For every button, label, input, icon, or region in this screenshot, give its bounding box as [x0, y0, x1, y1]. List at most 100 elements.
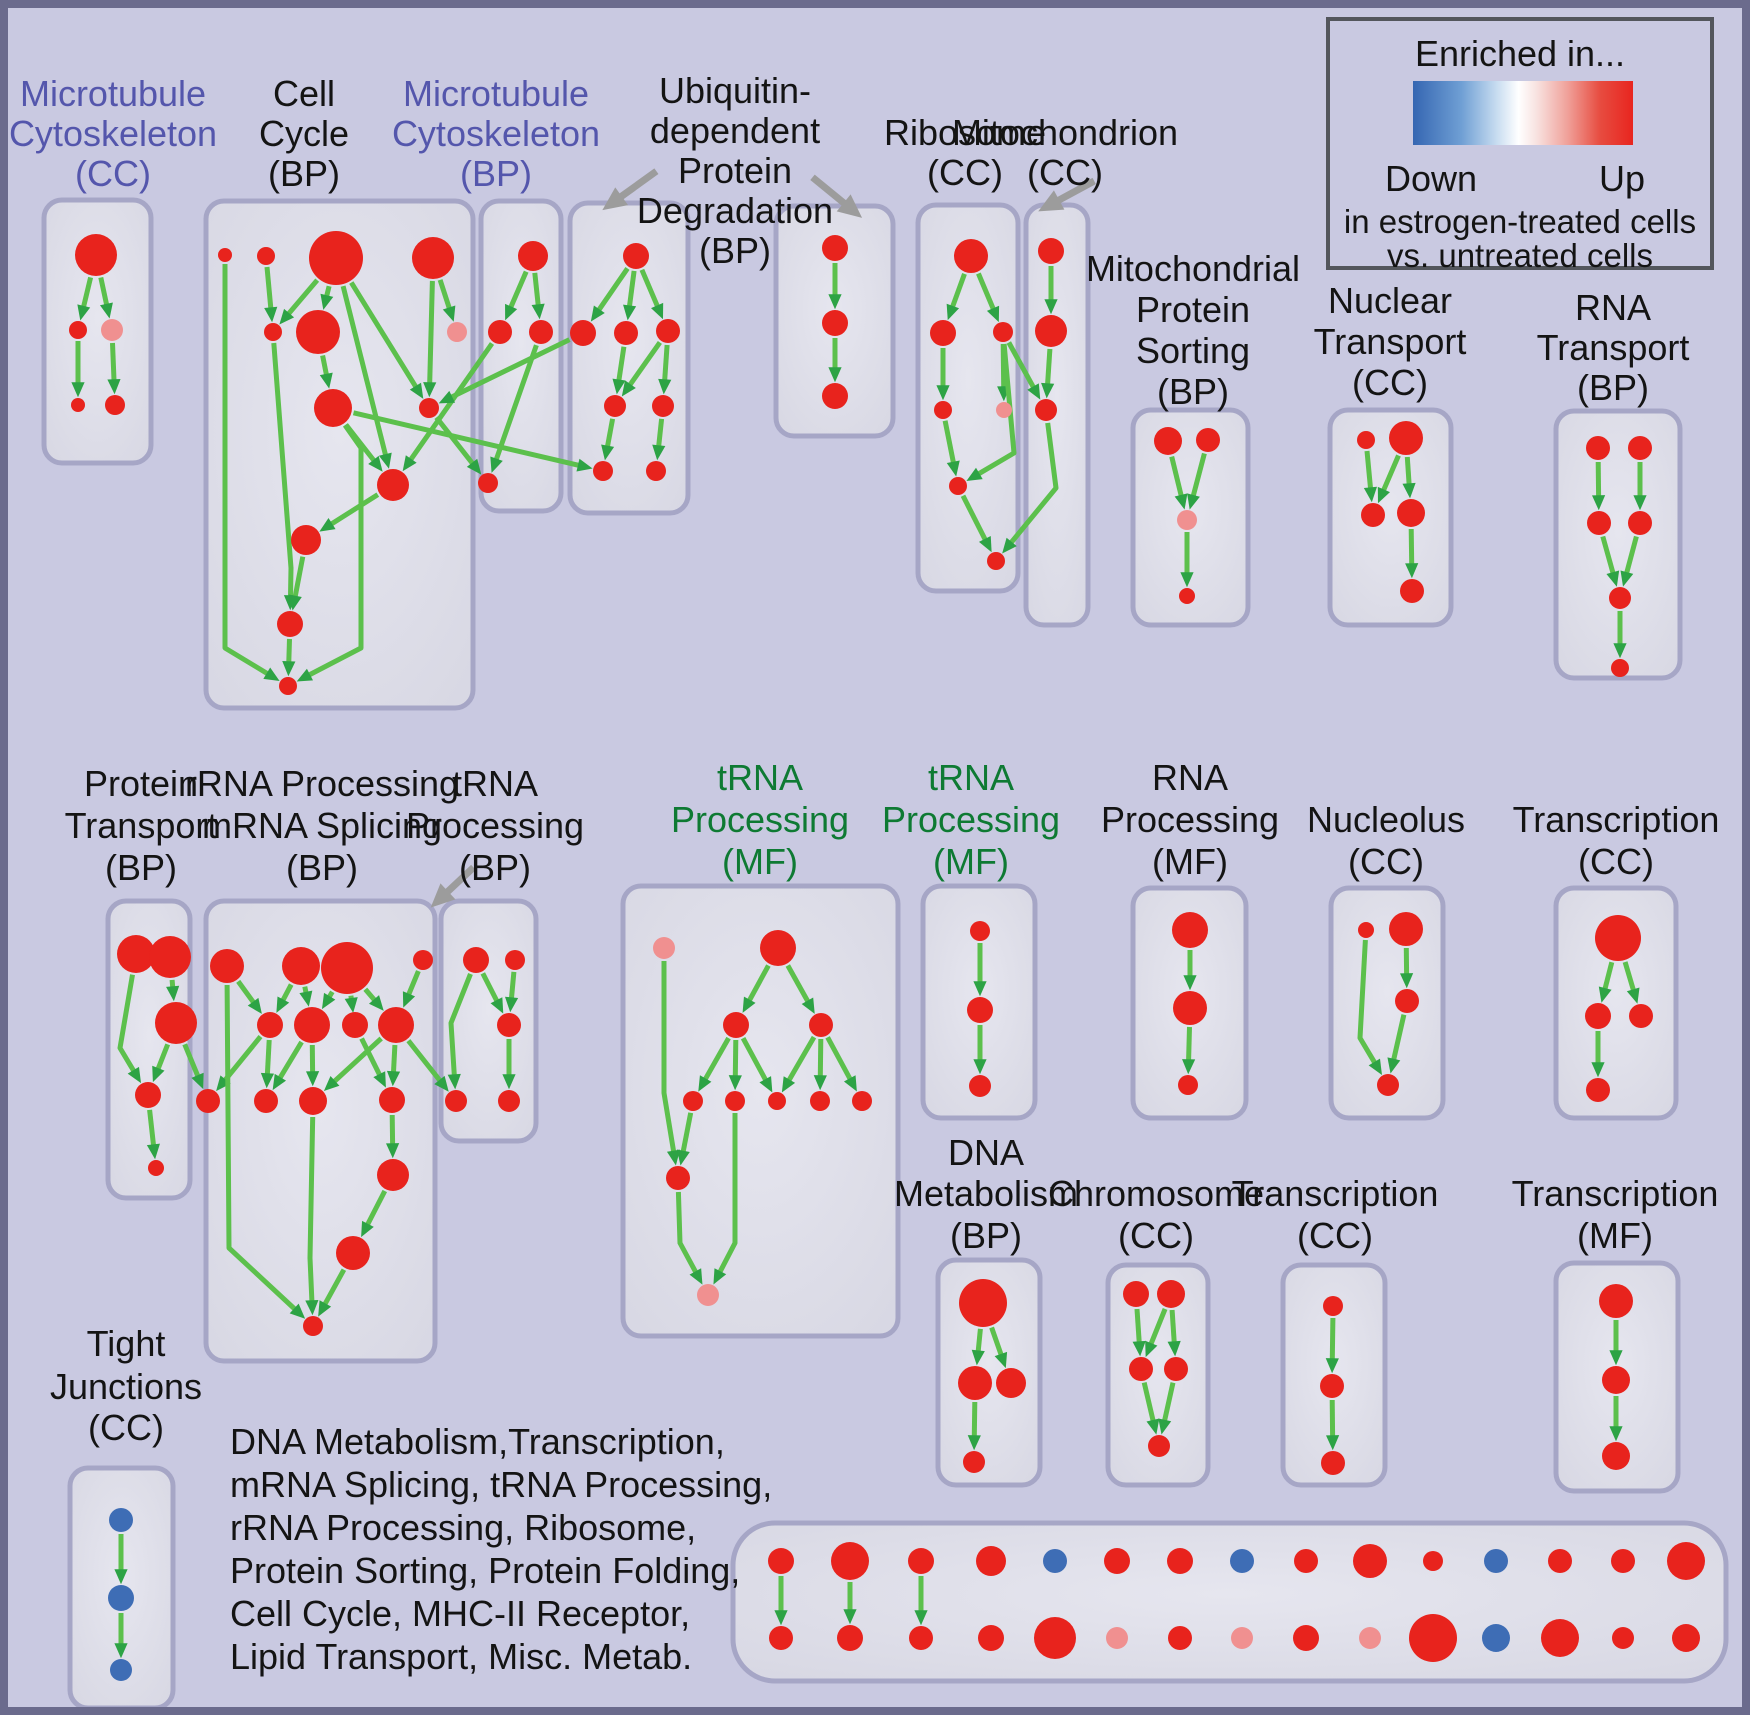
cluster-label-mitochondrion: Mitochondrion [952, 112, 1178, 153]
go-term-node-red [1294, 1549, 1318, 1573]
edge-arrow [989, 1326, 1008, 1369]
go-term-node-red [218, 248, 232, 262]
edge-arrow [1402, 456, 1416, 499]
go-term-node-red [282, 947, 320, 985]
go-term-node-red [993, 322, 1013, 342]
cluster-label-trna-bp: Processing [406, 805, 584, 846]
go-term-node-red [309, 231, 363, 285]
go-term-node-red [257, 1012, 283, 1038]
go-term-node-red [1178, 1075, 1198, 1095]
go-term-node-red [75, 234, 117, 276]
cluster-label-nuclear-transport: (CC) [1352, 362, 1428, 403]
go-term-node-red [413, 950, 433, 970]
edge-arrow [361, 1189, 388, 1238]
go-term-node-red [809, 1013, 833, 1037]
go-term-node-red [1548, 1549, 1572, 1573]
misc-text-line: Lipid Transport, Misc. Metab. [230, 1636, 693, 1677]
edge-arrow [77, 276, 94, 321]
go-term-node-red [419, 398, 439, 418]
go-term-node-red [909, 1626, 933, 1650]
go-term-node-red [1293, 1625, 1319, 1651]
go-term-node-red [768, 1092, 786, 1110]
edge-arrow [352, 410, 593, 472]
edge-arrow [1158, 1382, 1176, 1435]
go-term-node-red [1148, 1435, 1170, 1457]
go-term-node-red [1667, 1542, 1705, 1580]
go-term-node-red [1586, 436, 1610, 460]
go-term-node-pink [1359, 1627, 1381, 1649]
label-pointer-arrow [430, 864, 476, 908]
go-term-node-red [257, 247, 275, 265]
cluster-box-mitochondrion [1023, 202, 1091, 628]
label-pointer-arrow [1038, 177, 1096, 212]
edge-arrow [652, 418, 666, 461]
go-term-node-red [377, 469, 409, 501]
go-term-node-red [1173, 991, 1207, 1025]
edge-arrow [1622, 961, 1640, 1004]
cluster-label-dna-metabolism: DNA [948, 1132, 1024, 1173]
cluster-label-transcription-cc-mid: (CC) [1578, 841, 1654, 882]
edge-arrow [781, 1035, 817, 1093]
cluster-label-rna-processing-mf: (MF) [1152, 841, 1228, 882]
cluster-label-ribosome: Ribosome [884, 112, 1046, 153]
go-term-node-pink [1106, 1627, 1128, 1649]
edge-arrow [107, 342, 121, 395]
go-term-node-red [378, 1007, 414, 1043]
edge-arrow [152, 1043, 171, 1083]
go-term-node-red [1123, 1281, 1149, 1307]
edge-arrow [1387, 1014, 1407, 1074]
edge-arrow [1041, 348, 1055, 399]
go-term-node-red [296, 310, 340, 354]
go-term-node-red [478, 473, 498, 493]
go-term-node-red [1611, 1549, 1635, 1573]
go-term-node-red [666, 1166, 690, 1190]
edge-arrow [612, 346, 627, 395]
labels-layer: MicrotubuleCytoskeleton(CC)CellCycle(BP)… [9, 70, 1719, 1448]
edge-arrow [272, 1040, 304, 1091]
edge-arrow [182, 1043, 204, 1090]
cluster-label-rna-transport: Transport [1537, 327, 1690, 368]
edge-arrow [1132, 1308, 1146, 1357]
label-pointer-arrow [810, 174, 863, 218]
go-term-node-red [987, 552, 1005, 570]
go-term-node-blue [1484, 1549, 1508, 1573]
cluster-label-ubiquitin: Ubiquitin- [659, 70, 811, 111]
cluster-label-chromosome: (CC) [1118, 1215, 1194, 1256]
edge-arrow [960, 494, 992, 553]
go-term-node-red [277, 611, 303, 637]
cluster-label-tight-junctions: (CC) [88, 1407, 164, 1448]
edge-arrow [971, 1328, 985, 1366]
go-term-node-red [822, 310, 848, 336]
edge-arrow [1141, 1382, 1160, 1435]
go-term-node-pink [996, 402, 1012, 418]
edge-arrow [402, 970, 421, 1008]
go-term-node-red [279, 677, 297, 695]
cluster-label-ubiquitin: (BP) [699, 230, 771, 271]
go-term-node-red [1167, 1548, 1193, 1574]
cluster-label-ribosome: (CC) [927, 152, 1003, 193]
go-term-node-red [1409, 1614, 1457, 1662]
go-term-node-pink [1231, 1627, 1253, 1649]
legend-up-label: Up [1598, 158, 1646, 199]
go-term-node-red [1389, 421, 1423, 455]
go-term-node-red [1672, 1624, 1700, 1652]
edge-arrow [1325, 1317, 1339, 1374]
go-term-node-blue [108, 1585, 134, 1611]
go-term-node-red [1164, 1357, 1188, 1381]
edge-arrow [531, 272, 545, 320]
edge-arrow [480, 972, 504, 1014]
misc-text-line: rRNA Processing, Ribosome, [230, 1507, 697, 1548]
cluster-label-tight-junctions: Tight [87, 1323, 166, 1364]
cluster-label-protein-transport: Transport [65, 805, 218, 846]
cluster-label-microtubule-bp: Microtubule [403, 73, 589, 114]
go-term-node-red [497, 1013, 521, 1037]
cluster-label-rna-transport: RNA [1575, 287, 1651, 328]
go-term-node-red [652, 395, 674, 417]
edge-arrow [742, 964, 771, 1013]
edge-arrow [813, 1038, 827, 1091]
go-term-node-red [1196, 428, 1220, 452]
go-term-node-red [723, 1012, 749, 1038]
go-term-node-pink [697, 1284, 719, 1306]
nodes-layer [69, 231, 1705, 1681]
edge-arrow [1187, 452, 1207, 510]
